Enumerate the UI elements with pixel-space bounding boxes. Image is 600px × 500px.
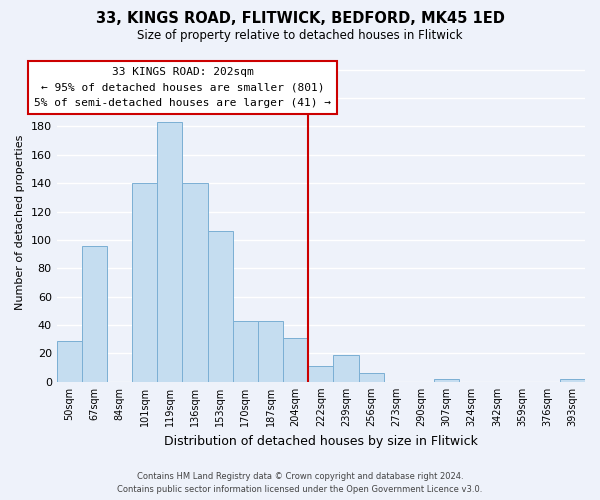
Bar	[308, 366, 334, 382]
Bar	[56, 340, 82, 382]
Bar	[283, 338, 308, 382]
Bar	[157, 122, 182, 382]
Bar	[233, 321, 258, 382]
Text: Size of property relative to detached houses in Flitwick: Size of property relative to detached ho…	[137, 28, 463, 42]
Text: 33, KINGS ROAD, FLITWICK, BEDFORD, MK45 1ED: 33, KINGS ROAD, FLITWICK, BEDFORD, MK45 …	[95, 11, 505, 26]
Bar	[182, 183, 208, 382]
Bar	[359, 374, 384, 382]
Bar	[208, 232, 233, 382]
Y-axis label: Number of detached properties: Number of detached properties	[15, 134, 25, 310]
Bar	[434, 379, 459, 382]
Text: Contains HM Land Registry data © Crown copyright and database right 2024.
Contai: Contains HM Land Registry data © Crown c…	[118, 472, 482, 494]
X-axis label: Distribution of detached houses by size in Flitwick: Distribution of detached houses by size …	[164, 434, 478, 448]
Bar	[82, 246, 107, 382]
Bar	[258, 321, 283, 382]
Bar	[334, 355, 359, 382]
Bar	[132, 183, 157, 382]
Text: 33 KINGS ROAD: 202sqm
← 95% of detached houses are smaller (801)
5% of semi-deta: 33 KINGS ROAD: 202sqm ← 95% of detached …	[34, 67, 331, 108]
Bar	[560, 379, 585, 382]
